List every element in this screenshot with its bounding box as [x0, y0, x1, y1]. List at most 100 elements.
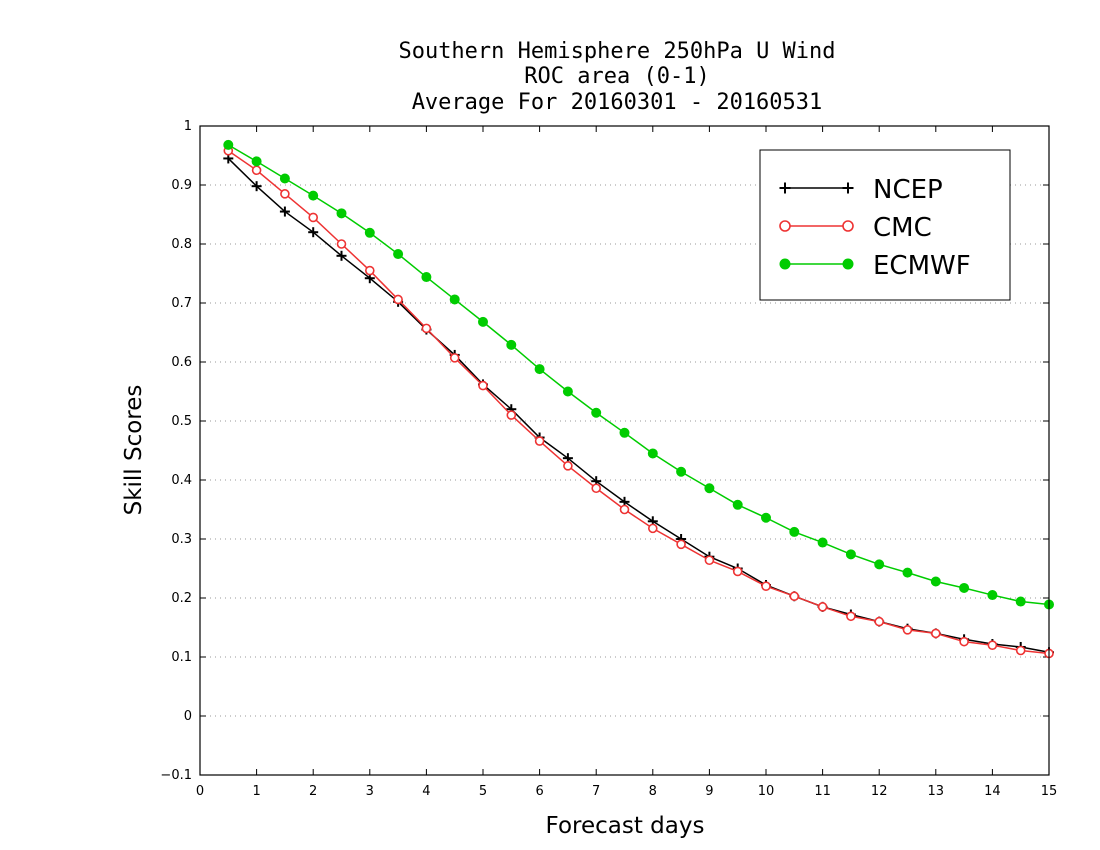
series-ecmwf-point	[336, 208, 347, 219]
x-tick-label: 12	[871, 784, 888, 799]
series-cmc-point	[704, 555, 715, 566]
series-ecmwf-point	[874, 559, 885, 570]
series-cmc-point	[364, 265, 375, 276]
axis-ticks: −0.100.10.20.30.40.50.60.70.80.910 1 2 3 4 5 6…	[160, 119, 1057, 799]
series-ecmwf-point	[732, 499, 743, 510]
x-tick-label: 8	[649, 784, 657, 799]
series-ecmwf-point	[478, 316, 488, 327]
y-tick-label: 0.5	[171, 414, 192, 429]
y-tick-label: 0.7	[171, 296, 192, 311]
legend-box	[759, 149, 1011, 301]
series-layer	[223, 139, 1054, 659]
plot-frame	[199, 125, 1050, 776]
series-ecmwf-point	[393, 249, 404, 260]
series-cmc-point	[393, 294, 403, 305]
series-cmc-point	[421, 323, 432, 334]
series-cmc-point	[591, 483, 602, 494]
series-cmc-point	[449, 353, 460, 363]
series-ecmwf-point	[676, 466, 687, 477]
x-tick-label: 4	[422, 784, 430, 799]
series-ecmwf-point	[619, 427, 630, 438]
series-cmc-point	[676, 539, 686, 550]
y-tick-label: −0.1	[160, 768, 192, 783]
y-tick-label: 1	[184, 119, 192, 134]
series-cmc-point	[280, 189, 290, 199]
series-ecmwf-point	[1015, 596, 1026, 607]
x-tick-label: 2	[309, 784, 317, 799]
x-tick-label: 13	[928, 784, 945, 799]
x-tick-label: 5	[479, 784, 487, 799]
x-tick-label: 10	[758, 784, 775, 799]
series-ecmwf-point	[279, 173, 290, 184]
legend-ecmwf-end-point	[842, 258, 854, 270]
series-cmc-point	[902, 625, 913, 635]
legend-item-ecmwf: ECMWF	[779, 251, 971, 281]
series-ecmwf-point	[506, 339, 517, 350]
series-ecmwf-point	[421, 272, 432, 283]
series-cmc-point	[534, 436, 545, 446]
y-tick-label: 0.4	[171, 473, 192, 488]
y-tick-label: 0.6	[171, 355, 192, 370]
y-tick-label: 0.9	[171, 178, 192, 193]
series-ecmwf-point	[845, 549, 856, 560]
y-tick-label: 0	[184, 709, 192, 724]
x-tick-label: 15	[1041, 784, 1058, 799]
legend-item-cmc: CMC	[779, 213, 932, 243]
series-ecmwf-point	[562, 386, 573, 397]
series-cmc-point	[506, 410, 517, 420]
title-line-2: ROC area (0-1)	[524, 64, 709, 89]
legend-cmc-start-point	[779, 220, 791, 232]
title-line-1: Southern Hemisphere 250hPa U Wind	[398, 39, 835, 64]
series-ecmwf-point	[761, 512, 771, 523]
series-cmc-point	[874, 616, 885, 627]
x-tick-label: 7	[592, 784, 600, 799]
series-ecmwf-point	[987, 590, 998, 601]
x-tick-label: 3	[366, 784, 374, 799]
series-cmc	[223, 145, 1054, 659]
series-cmc-point	[959, 636, 969, 647]
series-cmc-point	[789, 591, 800, 602]
x-tick-label: 14	[984, 784, 1001, 799]
series-cmc-point	[251, 165, 262, 176]
x-tick-label: 9	[705, 784, 713, 799]
series-cmc-point	[817, 602, 828, 612]
legend-ecmwf-start-point	[779, 258, 791, 270]
series-ecmwf-point	[308, 190, 319, 201]
series-ecmwf-point	[817, 537, 828, 548]
y-tick-label: 0.8	[171, 237, 192, 252]
series-ecmwf-point	[930, 576, 941, 587]
series-ecmwf-point	[364, 227, 375, 238]
series-cmc-point	[761, 581, 771, 592]
legend-item-ncep: NCEP	[779, 175, 943, 205]
series-cmc-point	[930, 628, 941, 639]
y-tick-label: 0.3	[171, 532, 192, 547]
series-ecmwf-point	[902, 567, 913, 578]
y-tick-label: 0.1	[171, 650, 192, 665]
x-axis-label: Forecast days	[546, 813, 705, 839]
y-tick-label: 0.2	[171, 591, 192, 606]
x-tick-label: 0	[196, 784, 204, 799]
series-cmc-point	[308, 212, 319, 223]
series-ecmwf-point	[789, 526, 800, 537]
series-ncep-point	[279, 206, 290, 217]
series-ecmwf-point	[591, 407, 602, 418]
series-ecmwf-point	[704, 483, 715, 494]
series-cmc-point	[987, 640, 998, 651]
legend-label-ncep: NCEP	[873, 175, 943, 205]
legend: NCEP CMC ECMWF	[759, 149, 1011, 301]
legend-label-ecmwf: ECMWF	[873, 251, 971, 281]
x-tick-label: 6	[535, 784, 543, 799]
series-ecmwf-point	[647, 448, 658, 459]
series-ecmwf	[223, 139, 1054, 610]
legend-label-cmc: CMC	[873, 213, 932, 243]
series-ncep-point	[308, 227, 319, 238]
title-line-3: Average For 20160301 - 20160531	[412, 90, 823, 115]
series-ncep-point	[251, 181, 262, 192]
series-cmc-point	[846, 611, 856, 622]
series-ecmwf-point	[223, 139, 234, 150]
series-ecmwf-point	[959, 582, 970, 593]
series-cmc-point	[478, 380, 488, 391]
y-axis-label: Skill Scores	[121, 385, 147, 516]
chart-title: Southern Hemisphere 250hPa U Wind ROC ar…	[398, 39, 835, 115]
